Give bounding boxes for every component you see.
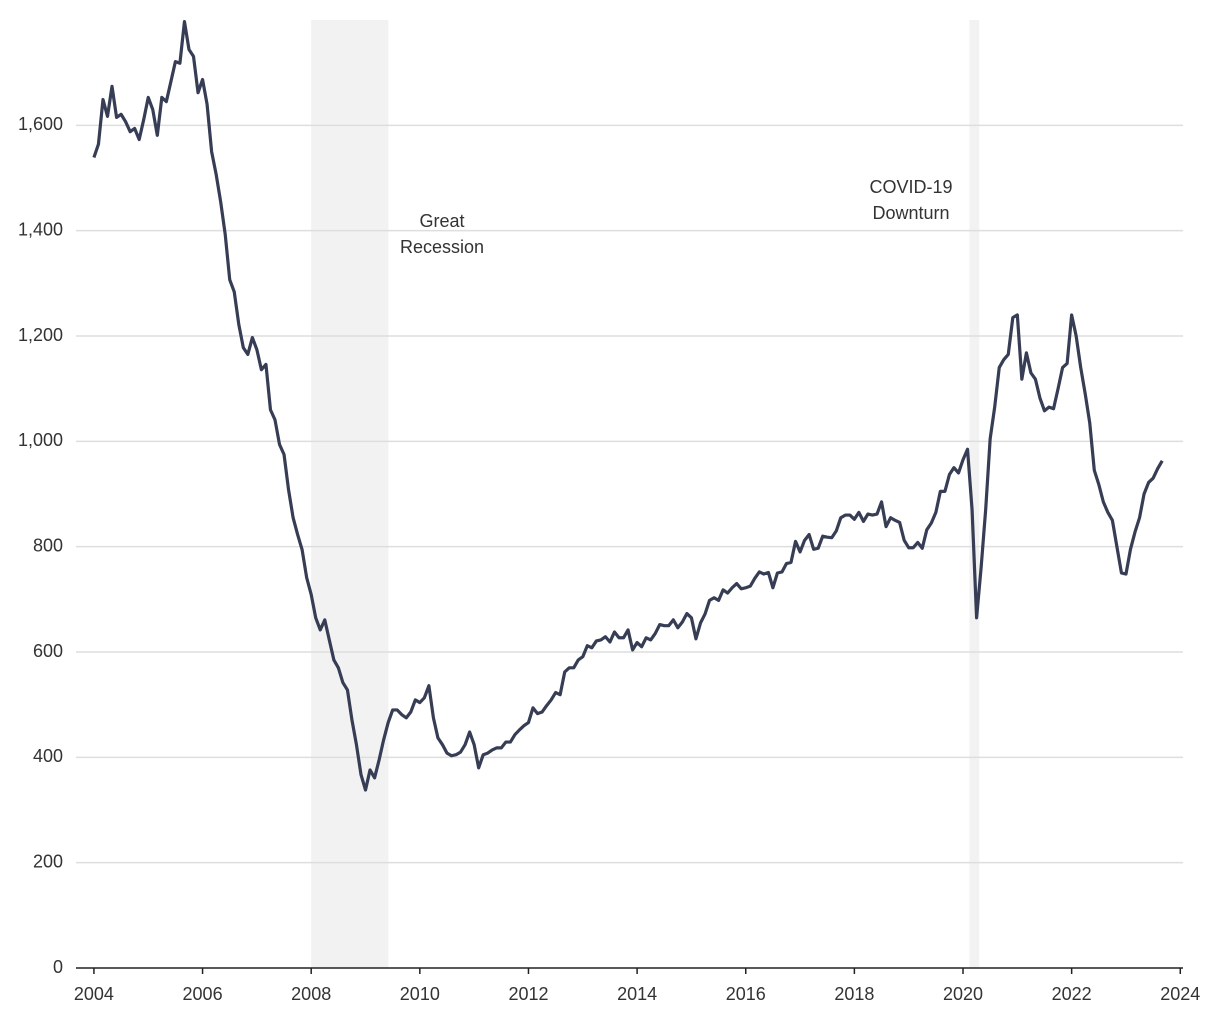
x-tick-label: 2012 <box>508 984 548 1004</box>
y-tick-label: 1,600 <box>18 114 63 134</box>
x-tick-label: 2024 <box>1160 984 1200 1004</box>
y-tick-label: 1,200 <box>18 325 63 345</box>
shaded-period <box>311 20 389 968</box>
y-tick-label: 600 <box>33 641 63 661</box>
y-tick-label: 0 <box>53 957 63 977</box>
x-tick-label: 2006 <box>183 984 223 1004</box>
annotation: Downturn <box>872 203 949 223</box>
x-tick-label: 2022 <box>1052 984 1092 1004</box>
annotation: Recession <box>400 237 484 257</box>
x-tick-label: 2014 <box>617 984 657 1004</box>
y-tick-label: 1,000 <box>18 430 63 450</box>
x-tick-label: 2018 <box>834 984 874 1004</box>
x-tick-label: 2008 <box>291 984 331 1004</box>
shaded-period <box>969 20 980 968</box>
annotation: COVID-19 <box>869 177 952 197</box>
x-tick-label: 2010 <box>400 984 440 1004</box>
y-tick-label: 200 <box>33 851 63 871</box>
x-tick-label: 2016 <box>726 984 766 1004</box>
y-tick-label: 400 <box>33 746 63 766</box>
data-line <box>92 19 1164 792</box>
x-tick-label: 2020 <box>943 984 983 1004</box>
y-tick-label: 1,400 <box>18 219 63 239</box>
x-tick-label: 2004 <box>74 984 114 1004</box>
annotation: Great <box>419 211 464 231</box>
y-tick-label: 800 <box>33 535 63 555</box>
